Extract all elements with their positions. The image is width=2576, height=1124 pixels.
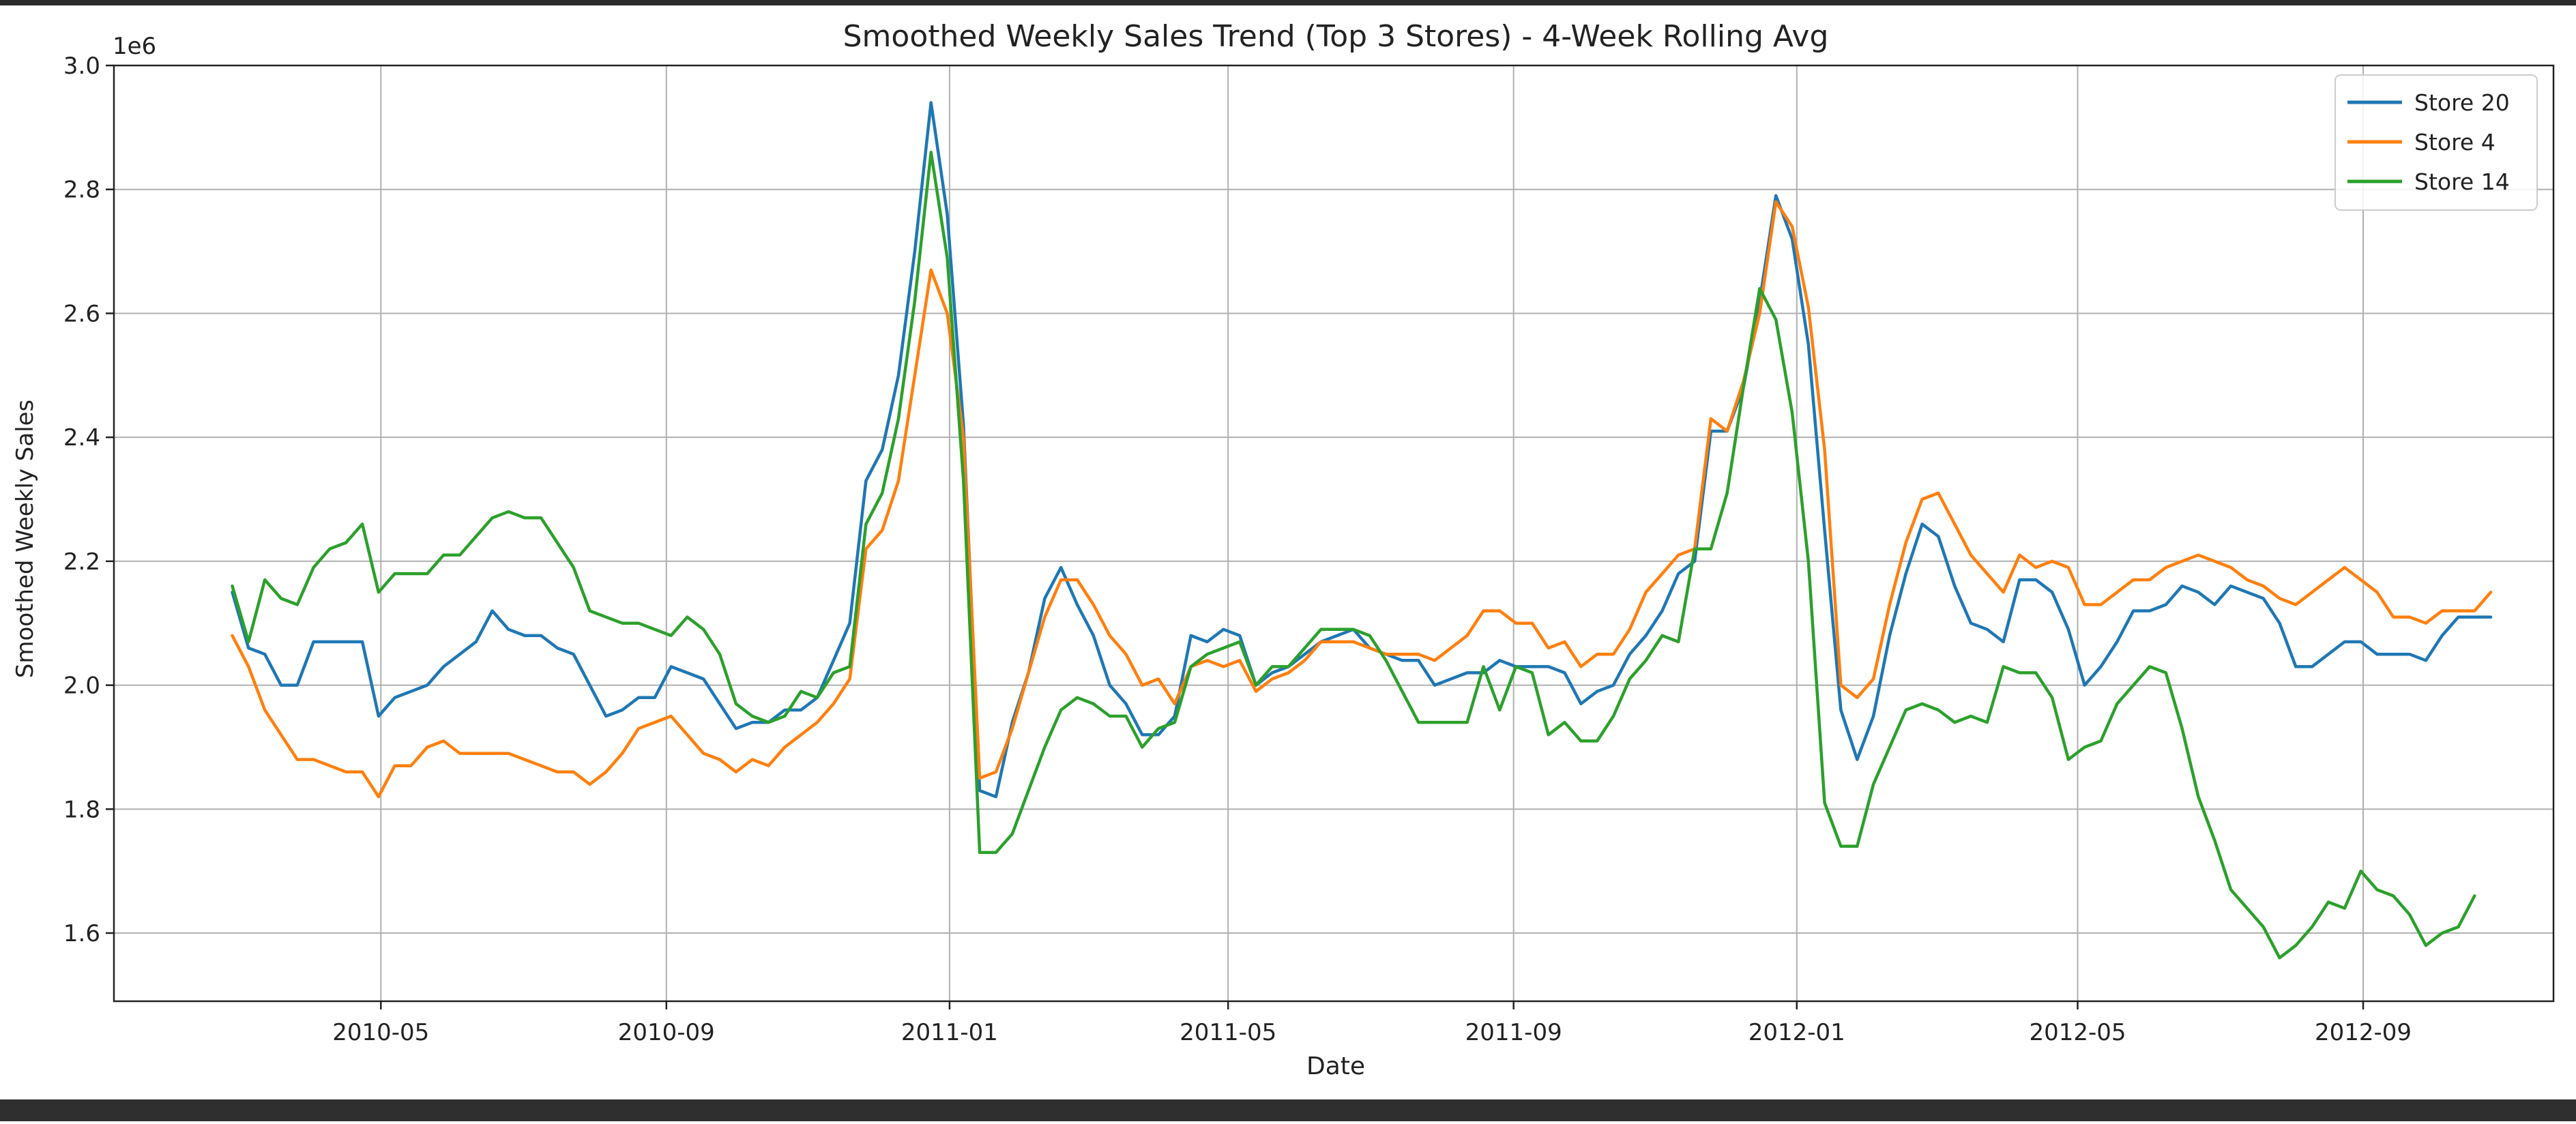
legend-label: Store 4 xyxy=(2414,129,2496,156)
legend-item[interactable]: Store 14 xyxy=(2347,168,2510,195)
y-tick-label: 2.6 xyxy=(63,300,100,327)
series-lines xyxy=(231,101,2493,960)
legend-label: Store 20 xyxy=(2414,89,2510,116)
y-tick-label: 3.0 xyxy=(63,53,100,80)
bottom-frame xyxy=(0,1099,2576,1121)
y-tick-label: 1.6 xyxy=(63,920,100,947)
legend-item[interactable]: Store 20 xyxy=(2347,89,2510,116)
y-tick-label: 2.8 xyxy=(63,177,100,204)
x-tick-label: 2012-05 xyxy=(2029,1019,2126,1046)
y-axis-offset-label: 1e6 xyxy=(113,33,156,60)
x-tick-label: 2010-09 xyxy=(618,1019,715,1046)
x-tick-label: 2010-05 xyxy=(332,1019,429,1046)
y-axis-label: Smoothed Weekly Sales xyxy=(12,400,39,679)
y-tick-label: 2.2 xyxy=(63,548,100,576)
legend-label: Store 14 xyxy=(2414,168,2510,195)
y-tick-label: 2.4 xyxy=(63,424,100,452)
y-tick-label: 1.8 xyxy=(63,796,100,823)
series-line-store-4 xyxy=(231,200,2493,799)
x-tick-label: 2012-01 xyxy=(1748,1019,1845,1046)
legend-item[interactable]: Store 4 xyxy=(2347,129,2496,156)
grid xyxy=(114,65,2553,1001)
x-tick-label: 2011-05 xyxy=(1180,1019,1276,1046)
x-tick-label: 2011-09 xyxy=(1465,1019,1562,1046)
y-tick-label: 2.0 xyxy=(63,672,100,700)
x-axis-label: Date xyxy=(1306,1052,1365,1080)
top-frame xyxy=(0,0,2576,5)
series-line-store-20 xyxy=(231,101,2493,799)
chart-title: Smoothed Weekly Sales Trend (Top 3 Store… xyxy=(843,19,1829,54)
axis-ticks: 2010-05 2010-09 2011-01 2011-05 2011-09 2012-… xyxy=(63,53,2412,1046)
series-line-store-14 xyxy=(231,150,2476,960)
legend-box xyxy=(2334,74,2538,211)
plot-area-frame xyxy=(113,64,2555,1003)
x-tick-label: 2012-09 xyxy=(2315,1019,2412,1046)
legend[interactable]: Store 20 Store 4 Store 14 xyxy=(2334,74,2538,211)
x-tick-label: 2011-01 xyxy=(901,1019,998,1046)
